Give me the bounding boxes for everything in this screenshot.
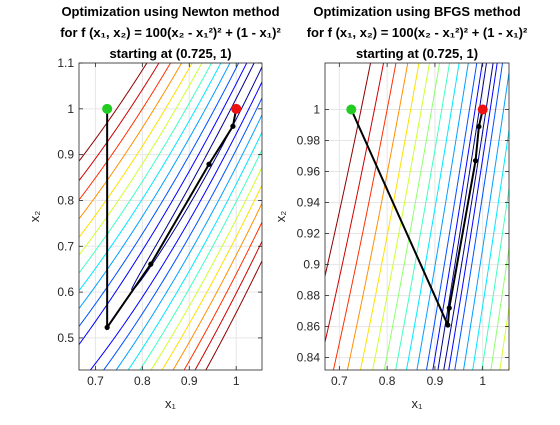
iterate-marker [230,123,236,129]
x-tick-label: 0.7 [87,374,104,388]
plot-area [79,63,262,370]
contour-line [332,63,397,370]
iterate-marker [446,305,452,311]
contour-line [79,63,193,238]
optimization-path [106,108,238,331]
contour-line [437,63,488,370]
x-tick-label: 1 [479,374,486,388]
contour-line [139,149,262,370]
y-axis-label: x₂ [27,211,42,223]
contour-line [127,132,262,370]
y-tick-label: 1 [67,102,74,116]
iterate-marker [104,324,110,330]
start-point-marker [102,103,113,114]
iterate-marker [148,261,154,267]
y-tick-label: 0.88 [297,289,321,303]
x-tick-label: 0.7 [331,374,348,388]
contour-line [454,63,504,370]
axes-box [324,62,510,371]
contour-line [161,184,262,370]
y-tick-label: 0.96 [297,165,321,179]
contour-line [205,260,262,370]
y-axis-label: x₂ [273,211,288,223]
title-line: starting at (0.725, 1) [109,46,231,61]
end-point-marker [477,104,488,115]
contour-line [395,63,451,370]
contour-line [79,63,160,181]
contour-line [325,63,372,277]
ticks [79,62,262,370]
x-tick-label: 1 [233,374,240,388]
ticks [325,63,509,370]
title-line: starting at (0.725, 1) [356,46,478,61]
x-tick-label: 0.9 [181,374,198,388]
contour-line [463,72,509,370]
contours [325,63,509,370]
contour-line [150,167,262,370]
title-line: Optimization using Newton method [61,4,279,19]
subplot-newton: 0.7 0.8 0.9 1 0.5 0.6 0.7 0.8 0.9 1 1.1 x₁ x₂ Optimiz… [27,4,281,411]
y-tick-label: 0.9 [303,258,320,272]
y-tick-label: 0.9 [57,148,74,162]
contour-line [346,63,409,370]
contour-line [472,130,509,370]
title-line: Optimization using BFGS method [313,4,520,19]
start-point-marker [346,104,357,115]
contour-line [79,63,213,274]
y-tick-label: 0.92 [297,227,321,241]
contour-line [448,63,498,370]
contours [79,63,262,370]
iterate-marker [206,161,212,167]
y-tick-label: 1.1 [57,56,74,70]
iterate-marker [445,322,451,328]
contour-line [79,63,240,327]
y-tick-label: 0.7 [57,239,74,253]
contour-line [372,63,430,370]
contour-line [130,63,255,291]
contour-line [115,114,262,370]
axes-box [78,62,263,371]
contour-line [416,63,469,370]
contour-line [325,63,385,343]
contour-line [79,63,203,256]
iterate-marker [476,123,482,130]
x-tick-label: 0.8 [134,374,151,388]
contour-line [79,63,222,291]
y-tick-label: 0.6 [57,285,74,299]
y-tick-label: 0.94 [297,196,321,210]
contour-line [172,203,262,370]
contour-line [79,63,148,162]
x-axis-label: x₁ [165,396,177,411]
end-point-marker [231,103,242,114]
contour-line [79,63,183,220]
y-tick-label: 0.8 [57,193,74,207]
contour-line [359,63,420,370]
contour-line [443,63,494,370]
y-tick-label: 1 [313,103,320,117]
y-tick-label: 0.5 [57,331,74,345]
contour-line [103,97,262,370]
optimization-path [350,109,484,326]
subplot-bfgs: 0.7 0.8 0.9 1 0.84 0.86 0.88 0.9 0.92 0.94 0.96 0.9… [273,4,528,411]
contour-line [183,222,262,370]
contour-line [79,63,231,309]
y-tick-label: 0.86 [297,320,321,334]
y-tick-label: 0.98 [297,134,321,148]
x-tick-label: 0.9 [427,374,444,388]
iterate-marker [472,158,479,164]
contour-line [89,81,262,370]
contour-line [383,63,441,370]
y-tick-label: 0.84 [297,351,321,365]
contour-line [405,63,460,370]
contour-line [79,63,248,345]
title-line: for f (x₁, x₂) = 100(x₂ - x₁²)² + (1 - x… [60,25,281,40]
contour-line [432,63,483,370]
contour-line [194,241,262,370]
x-tick-label: 0.8 [379,374,396,388]
title-line: for f (x₁, x₂) = 100(x₂ - x₁²)² + (1 - x… [307,25,528,40]
x-axis-label: x₁ [412,396,424,411]
